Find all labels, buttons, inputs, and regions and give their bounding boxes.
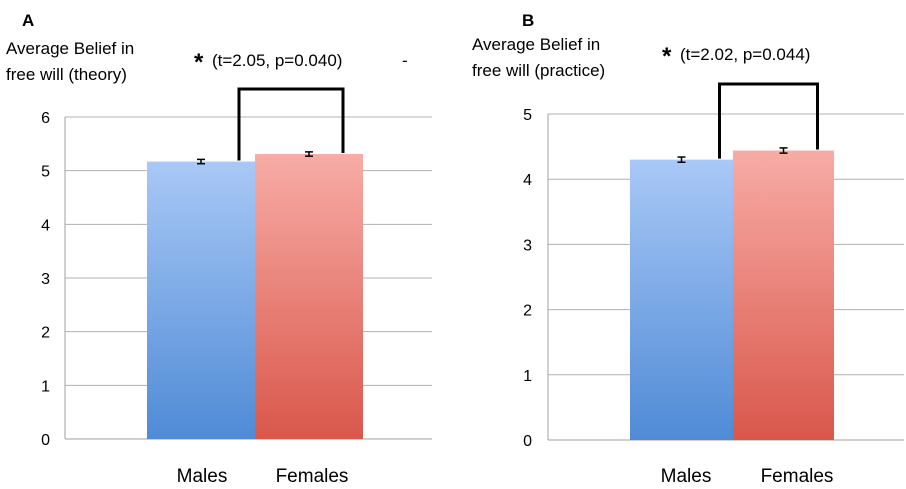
panel-a-ytick-label: 4 xyxy=(41,217,50,234)
panel-a-bar-females xyxy=(255,154,363,439)
panel-a-significance-text: (t=2.05, p=0.040) xyxy=(212,51,342,70)
panel-a-ytick-label: 2 xyxy=(41,325,50,342)
panel-a-ylabel-line2: free will (theory) xyxy=(6,65,127,84)
panel-a-ytick-label: 0 xyxy=(41,432,50,449)
panel-a-plot: 0 1 2 3 4 5 6 Males Females xyxy=(41,87,432,487)
panel-a-ytick-label: 1 xyxy=(41,378,50,395)
panel-b-letter: B xyxy=(522,11,534,30)
panel-b-significance-star: * xyxy=(662,43,672,70)
panel-b-plot: 0 1 2 3 4 5 Males Females xyxy=(523,82,904,487)
panel-a-significance-star: * xyxy=(194,49,204,76)
panel-a-bar-males xyxy=(147,161,255,439)
panel-b-ytick-label: 4 xyxy=(523,172,532,189)
panel-a-ytick-label: 5 xyxy=(41,164,50,181)
panel-b-ytick-label: 0 xyxy=(523,433,532,450)
panel-a-ytick-label: 6 xyxy=(41,110,50,127)
panel-a-category-label-females: Females xyxy=(276,466,349,487)
panel-b-significance-text: (t=2.02, p=0.044) xyxy=(680,45,810,64)
panel-a: A Average Belief in free will (theory) *… xyxy=(6,11,432,487)
panel-a-letter: A xyxy=(22,11,34,30)
panel-b-significance-bracket xyxy=(718,82,819,159)
panel-b-category-label-females: Females xyxy=(761,466,834,487)
panel-b-ytick-label: 5 xyxy=(523,107,532,124)
panel-a-ylabel-line1: Average Belief in xyxy=(6,39,134,58)
panel-b-ytick-label: 3 xyxy=(523,237,532,254)
panel-a-ytick-label: 3 xyxy=(41,271,50,288)
panel-b-ylabel-line2: free will (practice) xyxy=(472,61,605,80)
panel-b-ylabel-line1: Average Belief in xyxy=(472,35,600,54)
panel-b-bar-males xyxy=(630,159,733,440)
panel-a-significance-bracket xyxy=(237,87,345,161)
panel-b-bar-females xyxy=(733,150,834,440)
panel-a-category-label-males: Males xyxy=(177,466,228,487)
panel-a-annotation-mark: - xyxy=(402,51,408,70)
panel-b-category-label-males: Males xyxy=(661,466,712,487)
panel-b-ytick-label: 1 xyxy=(523,368,532,385)
panel-b-ytick-label: 2 xyxy=(523,303,532,320)
panel-b: B Average Belief in free will (practice)… xyxy=(472,11,904,487)
